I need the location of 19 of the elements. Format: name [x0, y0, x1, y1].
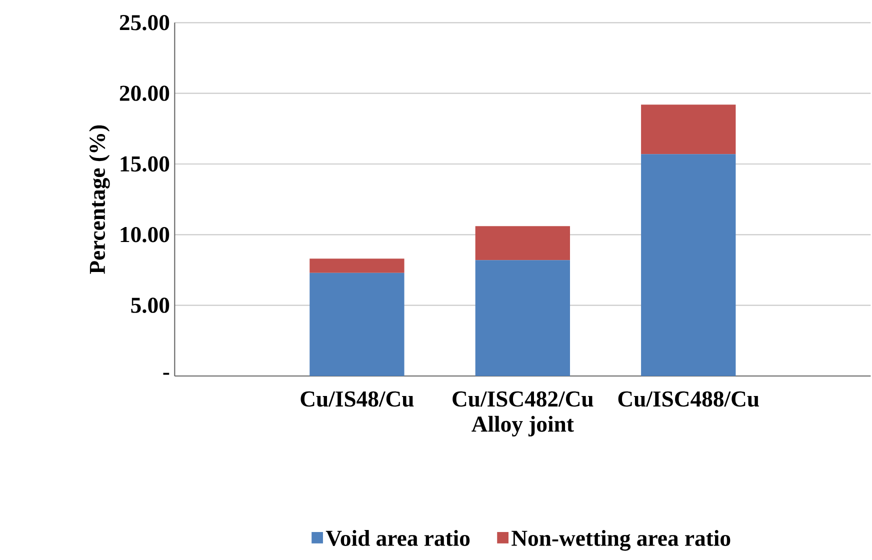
y-tick-label: 5.00: [131, 298, 170, 314]
bar: [475, 260, 570, 376]
legend-label: Void area ratio: [326, 530, 470, 546]
x-tick-label: Cu/IS48/Cu: [300, 391, 414, 407]
y-tick-label: 25.00: [120, 14, 170, 30]
y-tick-label: 15.00: [120, 156, 170, 172]
bar: [641, 154, 736, 376]
x-tick-label: Cu/ISC482/Cu: [452, 391, 594, 407]
legend-label: Non-wetting area ratio: [512, 530, 730, 551]
x-tick-label: Cu/ISC488/Cu: [618, 391, 759, 407]
y-tick-label: -: [163, 372, 170, 375]
bar: [475, 226, 570, 260]
y-tick-label: 10.00: [120, 226, 170, 242]
y-axis-title: Percentage (%): [89, 125, 110, 274]
bar: [641, 104, 736, 154]
bar: [310, 272, 404, 376]
bar: [310, 258, 404, 273]
y-tick-label: 20.00: [120, 86, 170, 102]
x-axis-title: Alloy joint: [472, 416, 574, 436]
